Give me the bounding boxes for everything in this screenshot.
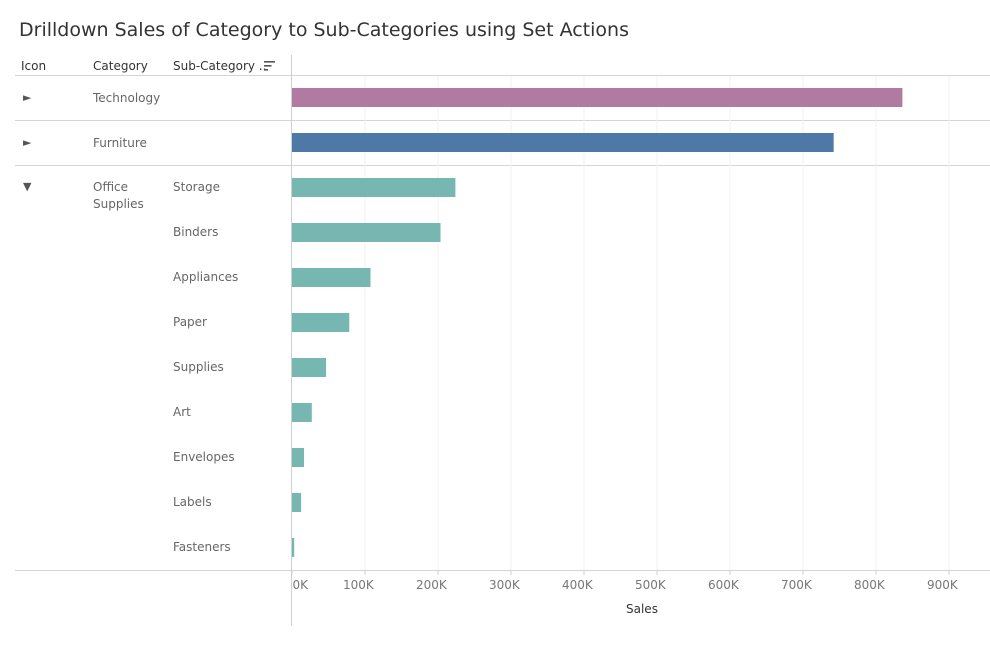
header-divider xyxy=(291,55,292,76)
x-tick-label: 800K xyxy=(854,578,886,592)
bar-art[interactable] xyxy=(292,403,312,422)
subcategory-label: Appliances xyxy=(173,270,239,284)
x-tick-label: 500K xyxy=(635,578,667,592)
expand-arrow-icon[interactable]: ► xyxy=(23,136,32,149)
x-tick-label: 900K xyxy=(927,578,959,592)
subcategory-label: Binders xyxy=(173,225,219,239)
bar-storage[interactable] xyxy=(292,178,456,197)
header-separator xyxy=(15,75,990,76)
bar-technology[interactable] xyxy=(292,88,903,107)
subcategory-label: Envelopes xyxy=(173,450,235,464)
collapse-arrow-icon[interactable]: ▼ xyxy=(23,180,32,193)
bar-supplies[interactable] xyxy=(292,358,327,377)
expand-arrow-icon[interactable]: ► xyxy=(23,91,32,104)
bar-binders[interactable] xyxy=(292,223,441,242)
x-tick-label: 0K xyxy=(293,578,310,592)
axis-separator xyxy=(15,570,990,571)
subcategory-label: Storage xyxy=(173,180,220,194)
x-tick-label: 600K xyxy=(708,578,740,592)
sort-descending-icon[interactable] xyxy=(264,61,275,71)
row-separator xyxy=(15,120,990,121)
header-category[interactable]: Category xyxy=(93,59,148,73)
subcategory-label: Supplies xyxy=(173,360,224,374)
subcategory-label: Paper xyxy=(173,315,207,329)
bar-envelopes[interactable] xyxy=(292,448,305,467)
x-axis-label: Sales xyxy=(626,602,658,616)
header-subcategory[interactable]: Sub-Category .. xyxy=(173,59,267,73)
chart-title: Drilldown Sales of Category to Sub-Categ… xyxy=(19,19,629,41)
bar-labels[interactable] xyxy=(292,493,302,512)
bar-paper[interactable] xyxy=(292,313,350,332)
header-icon[interactable]: Icon xyxy=(21,59,47,73)
category-label-furniture[interactable]: Furniture xyxy=(93,136,147,150)
row-separator xyxy=(15,165,990,166)
bar-fasteners[interactable] xyxy=(292,538,295,557)
x-tick-label: 700K xyxy=(781,578,813,592)
bar-appliances[interactable] xyxy=(292,268,371,287)
x-tick-label: 200K xyxy=(416,578,448,592)
category-label-office-supplies[interactable]: Office Supplies xyxy=(93,180,144,211)
subcategory-label: Fasteners xyxy=(173,540,231,554)
x-tick-label: 300K xyxy=(489,578,521,592)
x-tick-label: 400K xyxy=(562,578,594,592)
axis-line xyxy=(291,75,292,626)
category-label-technology[interactable]: Technology xyxy=(93,91,161,105)
x-tick-label: 100K xyxy=(343,578,375,592)
subcategory-label: Labels xyxy=(173,495,212,509)
bar-furniture[interactable] xyxy=(292,133,834,152)
subcategory-label: Art xyxy=(173,405,191,419)
